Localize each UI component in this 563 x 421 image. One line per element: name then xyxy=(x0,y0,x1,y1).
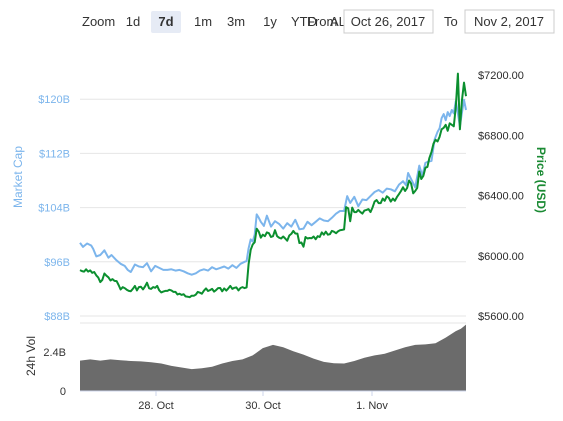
market-cap-line xyxy=(79,98,467,276)
zoom-button-3m[interactable]: 3m xyxy=(221,11,251,33)
market-cap-axis-title: Market Cap xyxy=(11,146,25,208)
zoom-button-1m-label[interactable]: 1m xyxy=(194,14,212,29)
from-date-input-box[interactable] xyxy=(343,9,434,34)
volume-ticks: 0 2.4B xyxy=(43,347,66,398)
price-tick-label: $5600.00 xyxy=(478,311,524,323)
zoom-button-7d[interactable]: 7d xyxy=(151,11,181,33)
price-tick-label: $6800.00 xyxy=(478,130,524,142)
to-label: To xyxy=(444,14,458,29)
market-cap-tick-label: $96B xyxy=(44,257,70,269)
from-date-input[interactable]: Oct 26, 2017 xyxy=(343,9,434,34)
volume-axis-title: 24h Vol xyxy=(24,336,38,376)
to-date-input[interactable]: Nov 2, 2017 xyxy=(464,9,555,34)
grid-layer xyxy=(80,98,466,317)
x-tick-label: 1. Nov xyxy=(356,400,388,412)
volume-layer xyxy=(80,324,466,391)
price-line xyxy=(79,72,467,299)
zoom-button-1m[interactable]: 1m xyxy=(188,11,218,33)
x-tick-label: 30. Oct xyxy=(245,400,280,412)
market-cap-tick-label: $104B xyxy=(38,203,70,215)
zoom-button-3m-label[interactable]: 3m xyxy=(227,14,245,29)
x-axis-ticks: 28. Oct 30. Oct 1. Nov xyxy=(138,391,388,412)
price-ticks: $5600.00 $6000.00 $6400.00 $6800.00 $7200.00 xyxy=(478,70,524,323)
range-selector: Zoom 1d 7d 1m 3m 1y YTD From ALL xyxy=(82,9,555,34)
volume-tick-label: 0 xyxy=(60,386,66,398)
market-cap-tick-label: $120B xyxy=(38,94,70,106)
series-layer xyxy=(79,72,467,299)
zoom-button-1d-label[interactable]: 1d xyxy=(126,14,140,29)
from-date-value[interactable]: Oct 26, 2017 xyxy=(351,14,425,29)
volume-area xyxy=(80,324,466,391)
market-cap-tick-label: $112B xyxy=(39,148,70,160)
zoom-button-1y[interactable]: 1y xyxy=(256,11,284,33)
zoom-button-1y-label[interactable]: 1y xyxy=(263,14,277,29)
price-tick-label: $7200.00 xyxy=(478,70,524,82)
zoom-button-3m-bg[interactable] xyxy=(221,11,251,33)
zoom-button-1d-bg[interactable] xyxy=(118,11,148,33)
to-date-value[interactable]: Nov 2, 2017 xyxy=(474,14,544,29)
zoom-label: Zoom xyxy=(82,14,115,29)
market-cap-tick-label: $88B xyxy=(44,311,70,323)
zoom-button-ytd-label[interactable]: YTD xyxy=(291,14,317,29)
zoom-button-7d-label[interactable]: 7d xyxy=(158,14,173,29)
price-axis-title: Price (USD) xyxy=(534,147,548,213)
zoom-button-ytd-bg[interactable] xyxy=(290,11,318,33)
from-label: From xyxy=(307,14,337,29)
price-tick-label: $6400.00 xyxy=(478,191,524,203)
zoom-button-1m-bg[interactable] xyxy=(188,11,218,33)
x-tick-label: 28. Oct xyxy=(138,400,173,412)
to-date-input-box[interactable] xyxy=(464,9,555,34)
zoom-button-ytd[interactable]: YTD xyxy=(290,11,318,33)
market-cap-ticks: $88B $96B $104B $112B $120B xyxy=(38,94,70,323)
zoom-button-1y-bg[interactable] xyxy=(256,11,284,33)
price-tick-label: $6000.00 xyxy=(478,251,524,263)
zoom-button-1d[interactable]: 1d xyxy=(118,11,148,33)
volume-tick-label: 2.4B xyxy=(43,347,66,359)
zoom-button-7d-bg[interactable] xyxy=(151,11,181,33)
